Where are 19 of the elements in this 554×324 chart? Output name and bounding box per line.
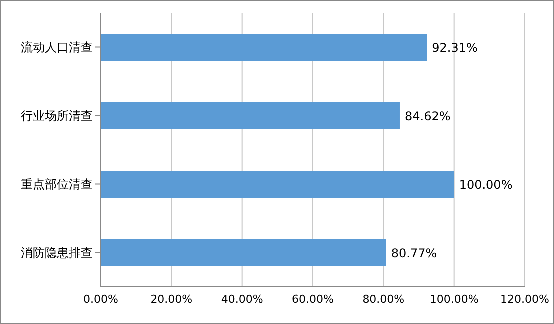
bar (101, 171, 454, 198)
bar (101, 102, 400, 130)
data-label: 84.62% (404, 109, 451, 124)
x-tick-label: 60.00% (292, 292, 334, 306)
x-tick-label: 80.00% (362, 292, 405, 306)
y-tick-label: 重点部位清查 (21, 178, 93, 192)
y-tick-label: 行业场所清查 (21, 109, 93, 124)
data-label: 80.77% (391, 246, 438, 260)
y-tick-label: 消防隐患排查 (21, 246, 93, 260)
bar (101, 240, 386, 266)
x-tick-label: 40.00% (221, 292, 264, 306)
y-tick-label: 流动人口清查 (21, 40, 93, 55)
x-tick-label: 120.00% (500, 292, 550, 306)
data-label: 100.00% (459, 178, 513, 192)
x-tick-label: 0.00% (84, 292, 118, 306)
x-tick-label: 100.00% (430, 292, 479, 306)
x-tick-label: 20.00% (150, 292, 193, 306)
data-label: 92.31% (432, 40, 478, 55)
bar (101, 34, 428, 61)
